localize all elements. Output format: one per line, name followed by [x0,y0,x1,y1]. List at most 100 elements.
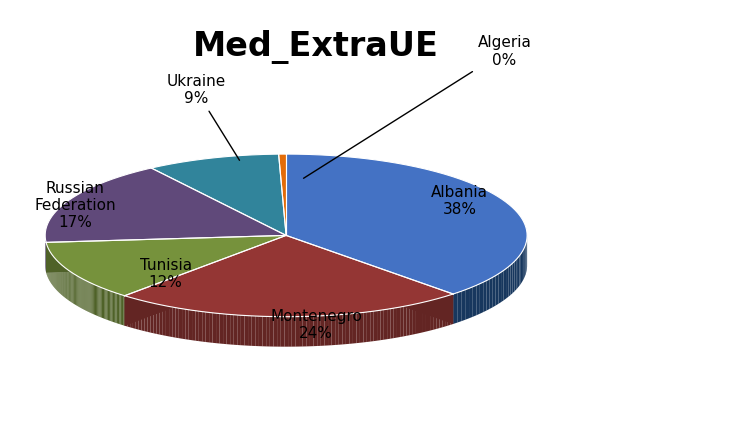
Polygon shape [157,304,160,335]
Polygon shape [331,315,335,345]
Polygon shape [76,275,77,306]
Polygon shape [422,302,425,333]
Polygon shape [313,316,317,346]
Polygon shape [465,288,469,320]
Polygon shape [123,295,125,326]
Polygon shape [125,235,453,317]
Polygon shape [84,280,85,310]
Polygon shape [185,309,189,340]
Polygon shape [277,317,281,347]
Polygon shape [101,287,102,318]
Polygon shape [286,235,453,324]
Polygon shape [286,154,527,294]
Polygon shape [109,291,110,321]
Polygon shape [321,316,325,346]
Polygon shape [216,313,220,344]
Text: Med_ExtraUE: Med_ExtraUE [194,30,439,64]
Polygon shape [325,315,328,346]
Polygon shape [514,259,517,291]
Polygon shape [279,154,286,235]
Polygon shape [230,315,233,345]
Polygon shape [97,286,99,316]
Polygon shape [339,315,343,345]
Polygon shape [504,269,506,300]
Polygon shape [492,276,495,307]
Polygon shape [77,276,78,306]
Polygon shape [477,284,480,315]
Polygon shape [108,290,109,321]
Polygon shape [71,272,72,302]
Polygon shape [295,317,299,347]
Polygon shape [377,310,380,341]
Polygon shape [94,284,95,315]
Polygon shape [92,283,93,314]
Polygon shape [125,235,286,326]
Polygon shape [520,254,521,286]
Polygon shape [416,303,419,334]
Polygon shape [404,306,407,336]
Polygon shape [206,312,209,342]
Polygon shape [410,305,413,335]
Polygon shape [419,303,422,333]
Polygon shape [125,296,127,327]
Polygon shape [518,256,520,288]
Polygon shape [353,313,356,344]
Polygon shape [335,315,339,345]
Polygon shape [263,316,267,346]
Polygon shape [495,274,498,306]
Polygon shape [286,235,453,324]
Polygon shape [73,273,74,304]
Polygon shape [85,280,87,311]
Polygon shape [175,308,178,338]
Polygon shape [233,315,237,345]
Polygon shape [281,317,285,347]
Polygon shape [498,272,501,304]
Polygon shape [103,288,104,319]
Text: Ukraine
9%: Ukraine 9% [166,74,239,160]
Polygon shape [172,307,175,338]
Polygon shape [508,265,511,297]
Text: Tunisia
12%: Tunisia 12% [139,258,192,290]
Polygon shape [486,279,489,311]
Polygon shape [199,311,203,342]
Polygon shape [169,306,172,337]
Polygon shape [367,312,370,342]
Polygon shape [453,293,457,324]
Polygon shape [110,291,111,321]
Polygon shape [125,235,286,326]
Polygon shape [513,262,514,293]
Polygon shape [122,295,123,325]
Polygon shape [267,316,270,347]
Polygon shape [370,311,373,342]
Polygon shape [483,281,486,312]
Polygon shape [288,317,291,347]
Polygon shape [227,314,230,345]
Polygon shape [70,271,71,302]
Polygon shape [120,294,122,325]
Text: Montenegro
24%: Montenegro 24% [270,309,362,342]
Polygon shape [46,235,286,296]
Polygon shape [473,285,477,317]
Polygon shape [46,235,286,272]
Polygon shape [178,308,182,339]
Text: Algeria
0%: Algeria 0% [303,35,532,178]
Polygon shape [506,267,508,299]
Polygon shape [522,250,523,282]
Polygon shape [223,314,227,344]
Polygon shape [145,301,148,332]
Polygon shape [89,282,90,312]
Polygon shape [413,304,416,335]
Polygon shape [78,277,80,307]
Polygon shape [448,295,450,326]
Polygon shape [245,315,248,346]
Polygon shape [220,314,223,344]
Polygon shape [160,305,163,335]
Polygon shape [102,288,103,318]
Polygon shape [212,313,216,343]
Polygon shape [67,269,68,300]
Polygon shape [346,314,349,344]
Polygon shape [114,292,115,323]
Polygon shape [196,311,199,341]
Polygon shape [457,291,462,323]
Polygon shape [343,314,346,345]
